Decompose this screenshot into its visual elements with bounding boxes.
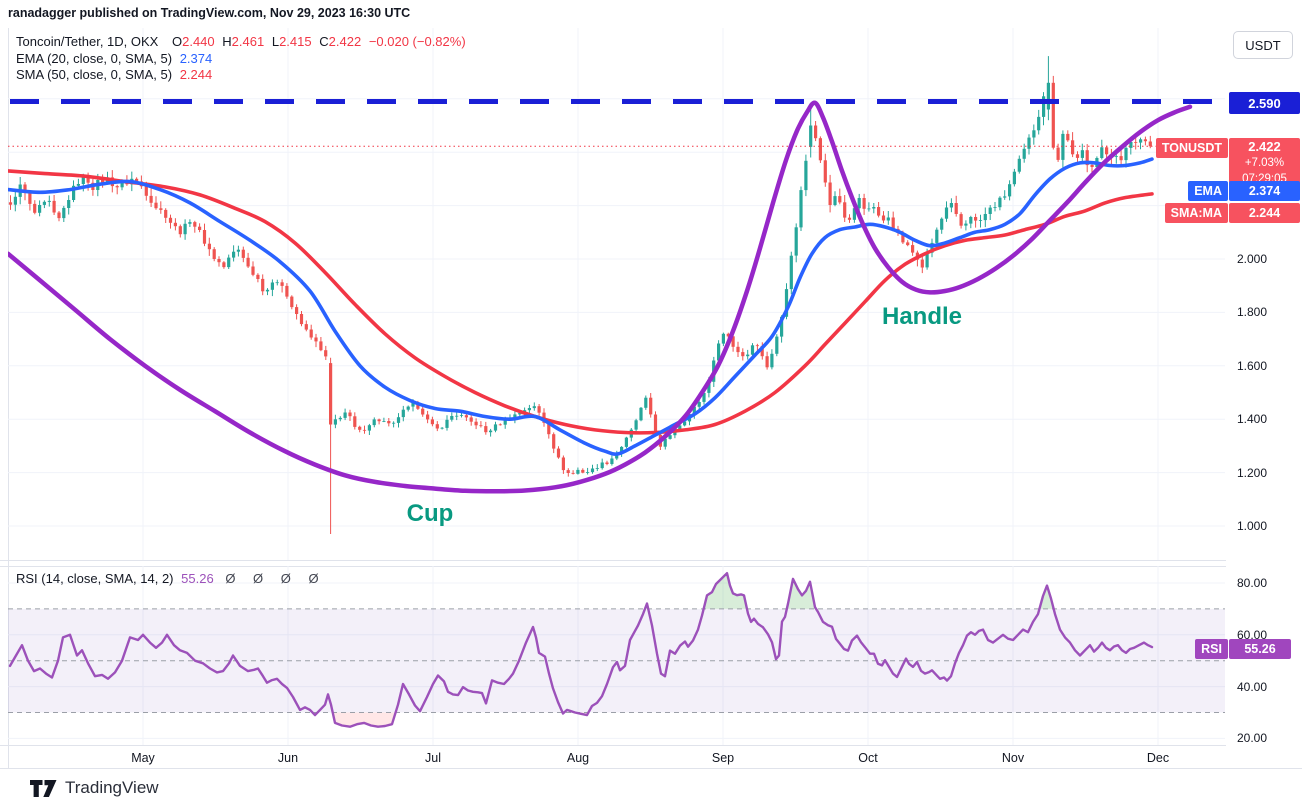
last-price: 2.422	[1248, 139, 1281, 154]
pane-splitter-top[interactable]	[0, 560, 1302, 561]
sma-label[interactable]: SMA (50, close, 0, SMA, 5)	[16, 67, 173, 82]
rsi-tick-label: 40.00	[1237, 679, 1268, 694]
sma-value-badge: 2.244	[1229, 203, 1300, 223]
sma-legend-row[interactable]: SMA (50, close, 0, SMA, 5) 2.244	[16, 67, 470, 84]
price-tick-label: 1.200	[1237, 465, 1268, 480]
rsi-hidden-params: Ø Ø Ø Ø	[225, 571, 326, 586]
pane-splitter-bottom[interactable]	[0, 566, 1302, 567]
ema-name-badge: EMA	[1188, 181, 1228, 201]
chart-legend: Toncoin/Tether, 1D, OKX O2.440 H2.461 L2…	[16, 34, 470, 84]
sma-name-badge: SMA:MA	[1164, 203, 1228, 223]
rsi-label[interactable]: RSI (14, close, SMA, 14, 2)	[16, 571, 174, 586]
change-value: −0.020 (−0.82%)	[368, 34, 466, 49]
ema-label[interactable]: EMA (20, close, 0, SMA, 5)	[16, 50, 173, 66]
month-axis-label: Oct	[858, 751, 878, 765]
month-axis-label: Dec	[1146, 751, 1170, 765]
resistance-price-badge: 2.590	[1229, 92, 1300, 114]
attribution-text: ranadagger published on TradingView.com,…	[8, 6, 411, 20]
last-price-badge: 2.422 +7.03% 07:29:05	[1229, 138, 1300, 188]
rsi-tick-label: 60.00	[1237, 627, 1268, 642]
month-axis-label: Sep	[711, 751, 735, 765]
tradingview-logo-text: TradingView	[65, 778, 159, 797]
price-pane-chart[interactable]	[8, 28, 1225, 560]
change-percent: +7.03%	[1244, 157, 1285, 169]
open-label: O	[171, 34, 183, 49]
symbol-legend-row[interactable]: Toncoin/Tether, 1D, OKX O2.440 H2.461 L2…	[16, 34, 470, 51]
price-tick-label: 1.000	[1237, 519, 1268, 533]
rsi-value: 55.26	[181, 571, 214, 586]
symbol-name-badge: TONUSDT	[1155, 138, 1228, 158]
rsi-name-badge: RSI	[1195, 639, 1228, 659]
price-tick-label: 1.600	[1237, 358, 1268, 373]
time-axis-border	[0, 745, 1302, 746]
left-border	[8, 28, 9, 768]
month-axis-label: Nov	[1001, 751, 1025, 765]
price-tick-label: 1.800	[1237, 305, 1268, 320]
ema-value-badge: 2.374	[1229, 181, 1300, 201]
month-axis-label: Aug	[566, 751, 590, 765]
sma-value: 2.244	[179, 67, 213, 82]
bottom-border	[0, 768, 1302, 769]
low-label: L	[271, 34, 280, 49]
symbol-title[interactable]: Toncoin/Tether, 1D, OKX	[16, 34, 159, 49]
cup-annotation: Cup	[406, 500, 454, 527]
tradingview-logo[interactable]: TradingView	[30, 778, 159, 798]
low-value: 2.415	[279, 34, 312, 49]
close-label: C	[319, 34, 329, 49]
rsi-tick-label: 80.00	[1237, 576, 1268, 590]
price-tick-label: 2.000	[1237, 252, 1268, 266]
close-value: 2.422	[328, 34, 362, 49]
open-value: 2.440	[182, 34, 215, 49]
rsi-value-badge: 55.26	[1229, 639, 1291, 659]
rsi-tick-label: 20.00	[1237, 731, 1268, 746]
high-value: 2.461	[231, 34, 265, 49]
ema-legend-row[interactable]: EMA (20, close, 0, SMA, 5) 2.374	[16, 51, 470, 68]
rsi-legend-row[interactable]: RSI (14, close, SMA, 14, 2) 55.26 Ø Ø Ø …	[16, 571, 326, 586]
ema-value: 2.374	[179, 50, 213, 66]
handle-annotation: Handle	[881, 303, 963, 330]
month-axis-label: Jun	[277, 751, 299, 765]
tradingview-logo-icon	[30, 779, 57, 797]
month-axis-label: Jul	[425, 751, 441, 765]
currency-toggle-button[interactable]: USDT	[1233, 31, 1293, 59]
rsi-pane-chart[interactable]	[8, 566, 1225, 745]
high-label: H	[222, 34, 232, 49]
month-axis-label: May	[131, 751, 155, 765]
price-tick-label: 1.400	[1237, 412, 1268, 427]
